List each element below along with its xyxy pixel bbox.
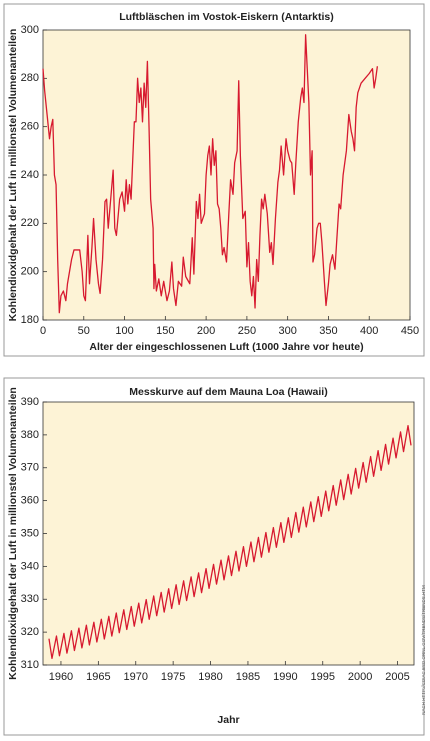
x-tick-label: 2000 <box>348 671 372 683</box>
x-tick-label: 150 <box>156 325 174 337</box>
x-tick-label: 1995 <box>311 671 335 683</box>
y-tick-label: 240 <box>21 169 39 181</box>
y-axis-title: Kohlendioxidgehalt der Luft in millionst… <box>7 29 19 322</box>
source-note: NACH HTTP://CDIAC.ESD.ORNL.GOV/TRENDS/TR… <box>421 585 426 715</box>
y-tick-label: 370 <box>21 462 39 474</box>
y-tick-label: 320 <box>21 626 39 638</box>
x-tick-label: 100 <box>115 325 133 337</box>
x-tick-label: 200 <box>197 325 215 337</box>
x-tick-label: 450 <box>401 325 419 337</box>
data-line <box>48 425 412 660</box>
plot-area <box>42 401 415 666</box>
y-tick-label: 310 <box>21 659 39 671</box>
chart-title: Luftbläschen im Vostok-Eiskern (Antarkti… <box>119 11 334 23</box>
chart-title: Messkurve auf dem Mauna Loa (Hawaii) <box>129 386 327 398</box>
x-tick-label: 350 <box>319 325 337 337</box>
y-tick-label: 200 <box>21 266 39 278</box>
x-tick-label: 1990 <box>273 671 297 683</box>
y-axis-title: Kohlendioxidgehalt der Luft in millionst… <box>7 387 19 680</box>
data-line <box>42 34 379 314</box>
x-tick-label: 1980 <box>198 671 222 683</box>
y-tick-label: 180 <box>21 314 39 326</box>
y-tick-label: 260 <box>21 121 39 133</box>
x-tick-label: 300 <box>278 325 296 337</box>
x-axis-title: Jahr <box>217 714 239 726</box>
x-tick-label: 1960 <box>49 671 73 683</box>
y-tick-label: 330 <box>21 593 39 605</box>
y-tick-label: 390 <box>21 396 39 408</box>
x-tick-label: 400 <box>360 325 378 337</box>
x-axis-title: Alter der eingeschlossenen Luft (1000 Ja… <box>89 341 363 353</box>
x-tick-label: 50 <box>78 325 90 337</box>
y-tick-label: 300 <box>21 24 39 36</box>
x-tick-label: 1985 <box>236 671 260 683</box>
x-tick-label: 250 <box>238 325 256 337</box>
y-tick-label: 350 <box>21 527 39 539</box>
x-tick-label: 1965 <box>86 671 110 683</box>
y-tick-label: 380 <box>21 429 39 441</box>
y-tick-label: 280 <box>21 72 39 84</box>
x-tick-label: 1970 <box>124 671 148 683</box>
plot-area <box>42 29 411 321</box>
y-tick-label: 340 <box>21 560 39 572</box>
y-tick-label: 220 <box>21 217 39 229</box>
x-tick-label: 1975 <box>161 671 185 683</box>
x-tick-label: 0 <box>40 325 46 337</box>
x-tick-label: 2005 <box>385 671 409 683</box>
y-tick-label: 360 <box>21 495 39 507</box>
